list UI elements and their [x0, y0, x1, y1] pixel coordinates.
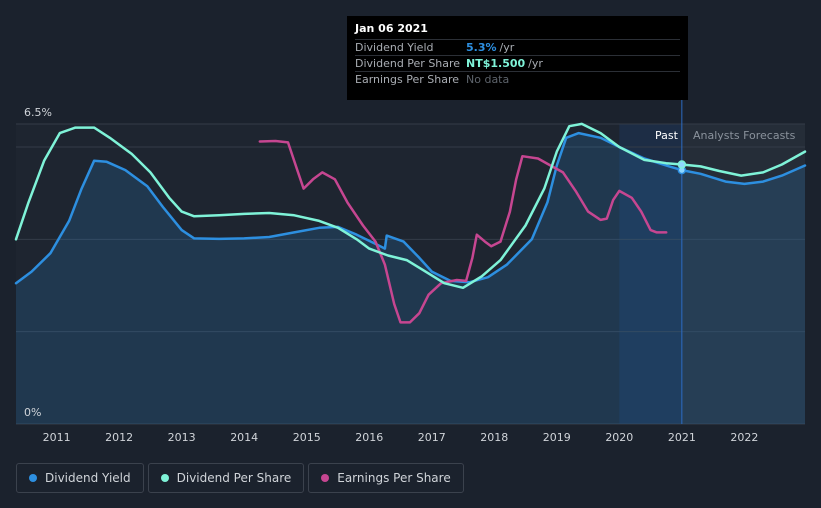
x-tick-label: 2016 — [355, 431, 383, 444]
highlight-band — [619, 124, 682, 424]
tooltip-value: NT$1.500 — [466, 57, 526, 70]
legend-dot-icon — [160, 474, 169, 482]
dividend-per-share-marker — [677, 160, 687, 169]
earnings-per-share-line — [258, 139, 668, 324]
x-tick-label: 2011 — [43, 431, 71, 444]
x-tick-label: 2012 — [105, 431, 133, 444]
x-tick-label: 2022 — [730, 431, 758, 444]
plot-area-past — [16, 124, 682, 424]
legend-label: Earnings Per Share — [337, 471, 451, 485]
legend-item-dividend-yield[interactable]: Dividend Yield — [16, 463, 144, 493]
x-tick-label: 2014 — [230, 431, 258, 444]
legend-dot-icon — [321, 474, 330, 482]
past-label: Past — [655, 129, 678, 142]
tooltip-row-dividend-yield: Dividend Yield 5.3% /yr — [355, 39, 680, 55]
x-tick-label: 2013 — [168, 431, 196, 444]
y-axis-min-label: 0% — [24, 406, 42, 419]
x-tick-label: 2021 — [668, 431, 696, 444]
x-tick-label: 2019 — [543, 431, 571, 444]
x-tick-label: 2015 — [293, 431, 321, 444]
tooltip-label: Earnings Per Share — [355, 73, 460, 86]
tooltip-row-dividend-per-share: Dividend Per Share NT$1.500 /yr — [355, 55, 680, 71]
dividend-yield-line — [14, 131, 807, 285]
x-tick-label: 2018 — [480, 431, 508, 444]
forecast-label: Analysts Forecasts — [693, 129, 796, 142]
x-tick-label: 2020 — [605, 431, 633, 444]
tooltip-date: Jan 06 2021 — [355, 22, 428, 35]
tooltip-row-earnings-per-share: Earnings Per Share No data — [355, 71, 680, 87]
y-axis-max-label: 6.5% — [24, 106, 52, 119]
tooltip-value: 5.3% — [466, 41, 497, 54]
x-tick-label: 2017 — [418, 431, 446, 444]
tooltip-value: No data — [466, 73, 510, 86]
legend: Dividend Yield Dividend Per Share Earnin… — [16, 463, 468, 493]
tooltip-unit: /yr — [499, 41, 515, 54]
legend-item-dividend-per-share[interactable]: Dividend Per Share — [147, 463, 305, 493]
legend-label: Dividend Per Share — [176, 471, 292, 485]
tooltip-unit: /yr — [528, 57, 543, 70]
tooltip-label: Dividend Yield — [355, 41, 434, 54]
dividend-yield-area — [16, 133, 805, 424]
legend-label: Dividend Yield — [45, 471, 131, 485]
tooltip-label: Dividend Per Share — [355, 57, 461, 70]
legend-item-earnings-per-share[interactable]: Earnings Per Share — [308, 463, 464, 493]
legend-dot-icon — [29, 474, 37, 482]
dividend-per-share-line — [14, 122, 807, 290]
chart-tooltip: Jan 06 2021 Dividend Yield 5.3% /yr Divi… — [347, 16, 688, 100]
